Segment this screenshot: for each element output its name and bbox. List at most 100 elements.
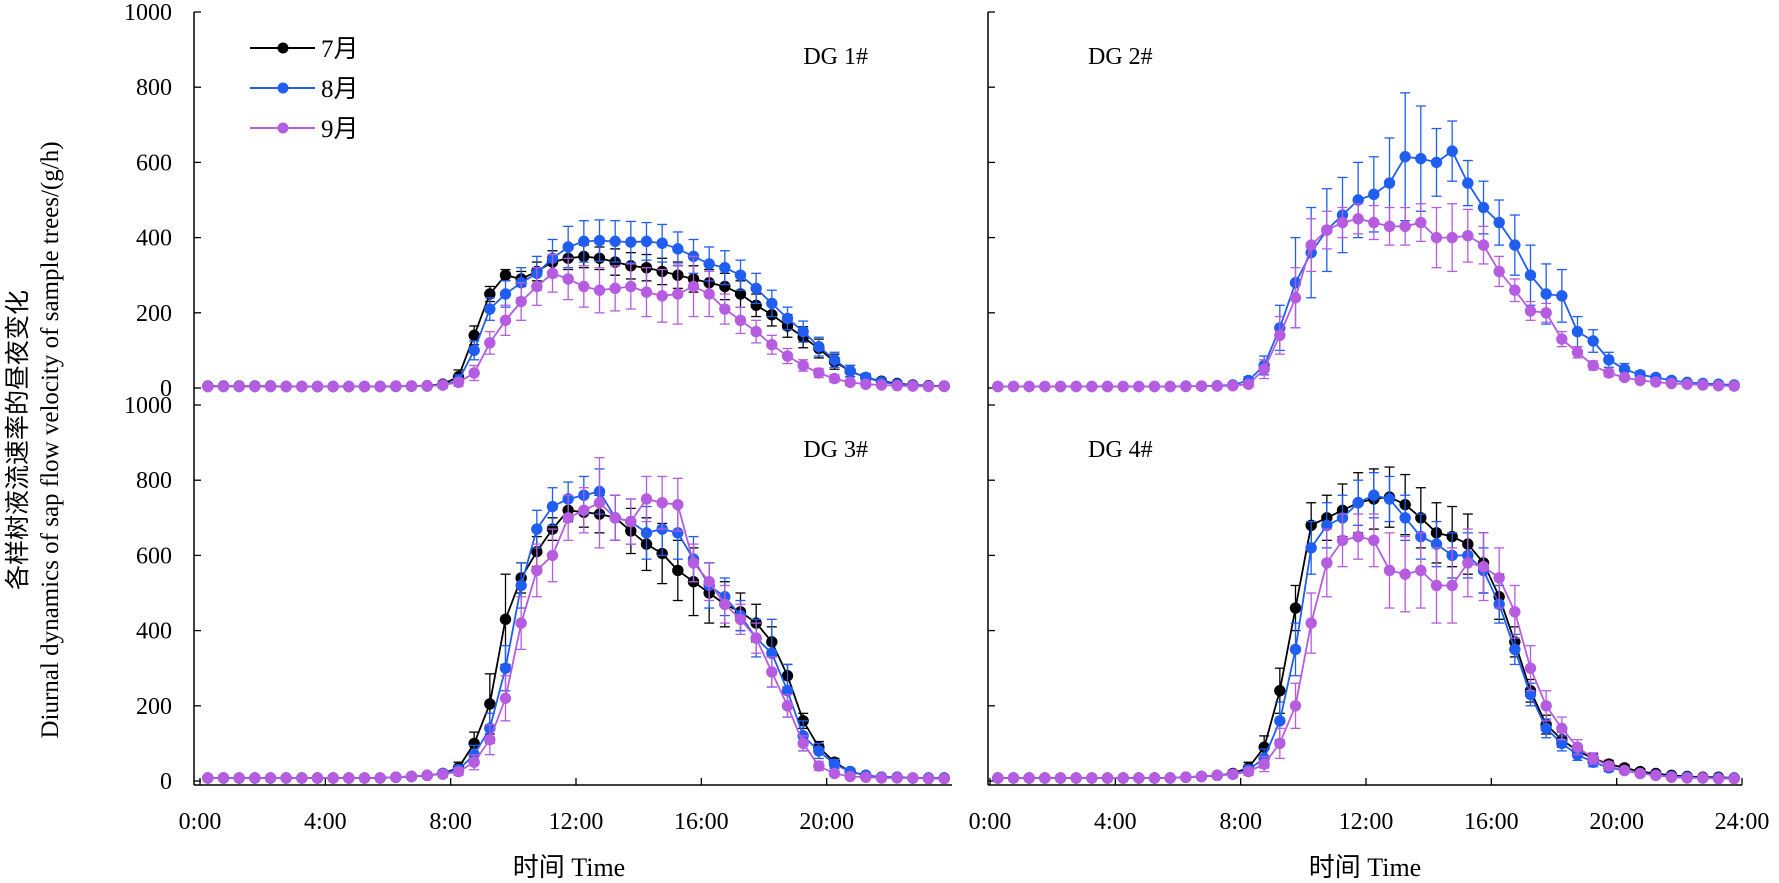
- data-point: [1571, 325, 1584, 338]
- data-point: [1681, 772, 1693, 784]
- panel-title: DG 2#: [1088, 44, 1153, 70]
- data-point: [687, 557, 700, 569]
- data-point: [1556, 722, 1568, 735]
- data-point: [922, 773, 935, 785]
- data-point: [280, 380, 292, 393]
- x-tick-label: 12:00: [1339, 809, 1394, 835]
- data-point: [1399, 220, 1411, 233]
- data-point: [640, 235, 653, 248]
- data-point: [1086, 380, 1098, 393]
- data-point: [609, 282, 621, 295]
- data-point: [1462, 230, 1474, 242]
- data-point: [1070, 380, 1082, 393]
- data-point: [484, 303, 496, 315]
- data-point: [1164, 772, 1176, 784]
- series-line: [207, 509, 945, 779]
- data-point: [311, 772, 324, 784]
- data-point: [1415, 152, 1427, 165]
- data-point: [421, 380, 433, 392]
- x-tick-label: 16:00: [1464, 809, 1519, 835]
- x-tick-label: 4:00: [304, 809, 347, 835]
- data-point: [343, 772, 355, 784]
- data-point: [515, 617, 527, 629]
- data-point: [1227, 380, 1239, 392]
- data-point: [1274, 715, 1286, 727]
- data-point: [499, 288, 512, 300]
- data-point: [1650, 376, 1662, 388]
- data-point: [1650, 769, 1662, 782]
- data-point: [1368, 489, 1380, 501]
- data-point: [1446, 145, 1458, 157]
- data-point: [844, 376, 856, 389]
- panel-2: DG 2#: [988, 11, 1740, 393]
- data-point: [640, 527, 653, 539]
- x-tick-label: 20:00: [1589, 809, 1644, 835]
- data-point: [562, 273, 574, 285]
- data-point: [280, 772, 292, 784]
- data-point: [1211, 380, 1223, 392]
- data-point: [992, 772, 1004, 784]
- data-point: [1462, 177, 1474, 189]
- data-point: [1477, 201, 1490, 214]
- data-point: [672, 243, 684, 255]
- data-point: [1383, 493, 1396, 505]
- data-point: [468, 344, 480, 357]
- x-tick-label: 4:00: [1094, 809, 1137, 835]
- data-point: [1352, 213, 1364, 225]
- data-point: [813, 760, 825, 772]
- data-point: [499, 662, 512, 674]
- series-9月: [992, 203, 1740, 393]
- y-tick-label: 1000: [124, 0, 172, 26]
- data-point: [1007, 380, 1020, 393]
- series-line: [207, 497, 945, 780]
- data-point: [1352, 497, 1364, 509]
- data-point: [1728, 380, 1740, 392]
- data-point: [578, 504, 590, 516]
- data-point: [593, 234, 606, 247]
- data-point: [907, 380, 919, 392]
- data-point: [609, 235, 621, 248]
- y-tick-label: 200: [136, 694, 172, 720]
- data-point: [264, 772, 277, 784]
- data-point: [249, 772, 261, 784]
- data-point: [296, 380, 308, 393]
- data-point: [1603, 367, 1615, 379]
- data-point: [1289, 292, 1302, 304]
- data-point: [1211, 769, 1223, 782]
- data-point: [499, 314, 512, 327]
- data-point: [1133, 380, 1145, 393]
- data-point: [1509, 643, 1521, 656]
- data-point: [1540, 700, 1552, 712]
- legend-marker: [277, 82, 289, 94]
- data-point: [687, 280, 700, 293]
- data-point: [1571, 741, 1584, 753]
- data-point: [781, 700, 794, 712]
- series-7月: [202, 494, 950, 784]
- data-point: [1509, 606, 1521, 618]
- data-point: [249, 380, 261, 393]
- legend-marker: [277, 42, 289, 54]
- data-point: [938, 773, 950, 785]
- data-point: [1728, 773, 1740, 785]
- data-point: [1399, 512, 1411, 524]
- data-point: [734, 269, 747, 281]
- data-point: [327, 380, 339, 393]
- data-point: [813, 367, 825, 379]
- data-point: [484, 733, 496, 746]
- data-point: [1148, 772, 1161, 784]
- data-point: [1336, 216, 1349, 229]
- data-point: [734, 613, 747, 626]
- y-tick-label: 600: [136, 543, 172, 569]
- data-point: [672, 564, 684, 577]
- data-point: [1509, 239, 1521, 251]
- x-tick-label: 24:00: [1715, 809, 1770, 835]
- data-point: [233, 772, 245, 784]
- data-point: [546, 549, 559, 562]
- data-point: [828, 354, 841, 366]
- series-9月: [202, 253, 950, 393]
- data-point: [562, 512, 574, 524]
- data-point: [797, 359, 809, 372]
- data-point: [1368, 216, 1380, 229]
- chart-panels: 0 200 400 600 800 1000 DG 1# DG 2# 0 200 400 600 800…: [124, 0, 1740, 795]
- data-point: [719, 598, 731, 610]
